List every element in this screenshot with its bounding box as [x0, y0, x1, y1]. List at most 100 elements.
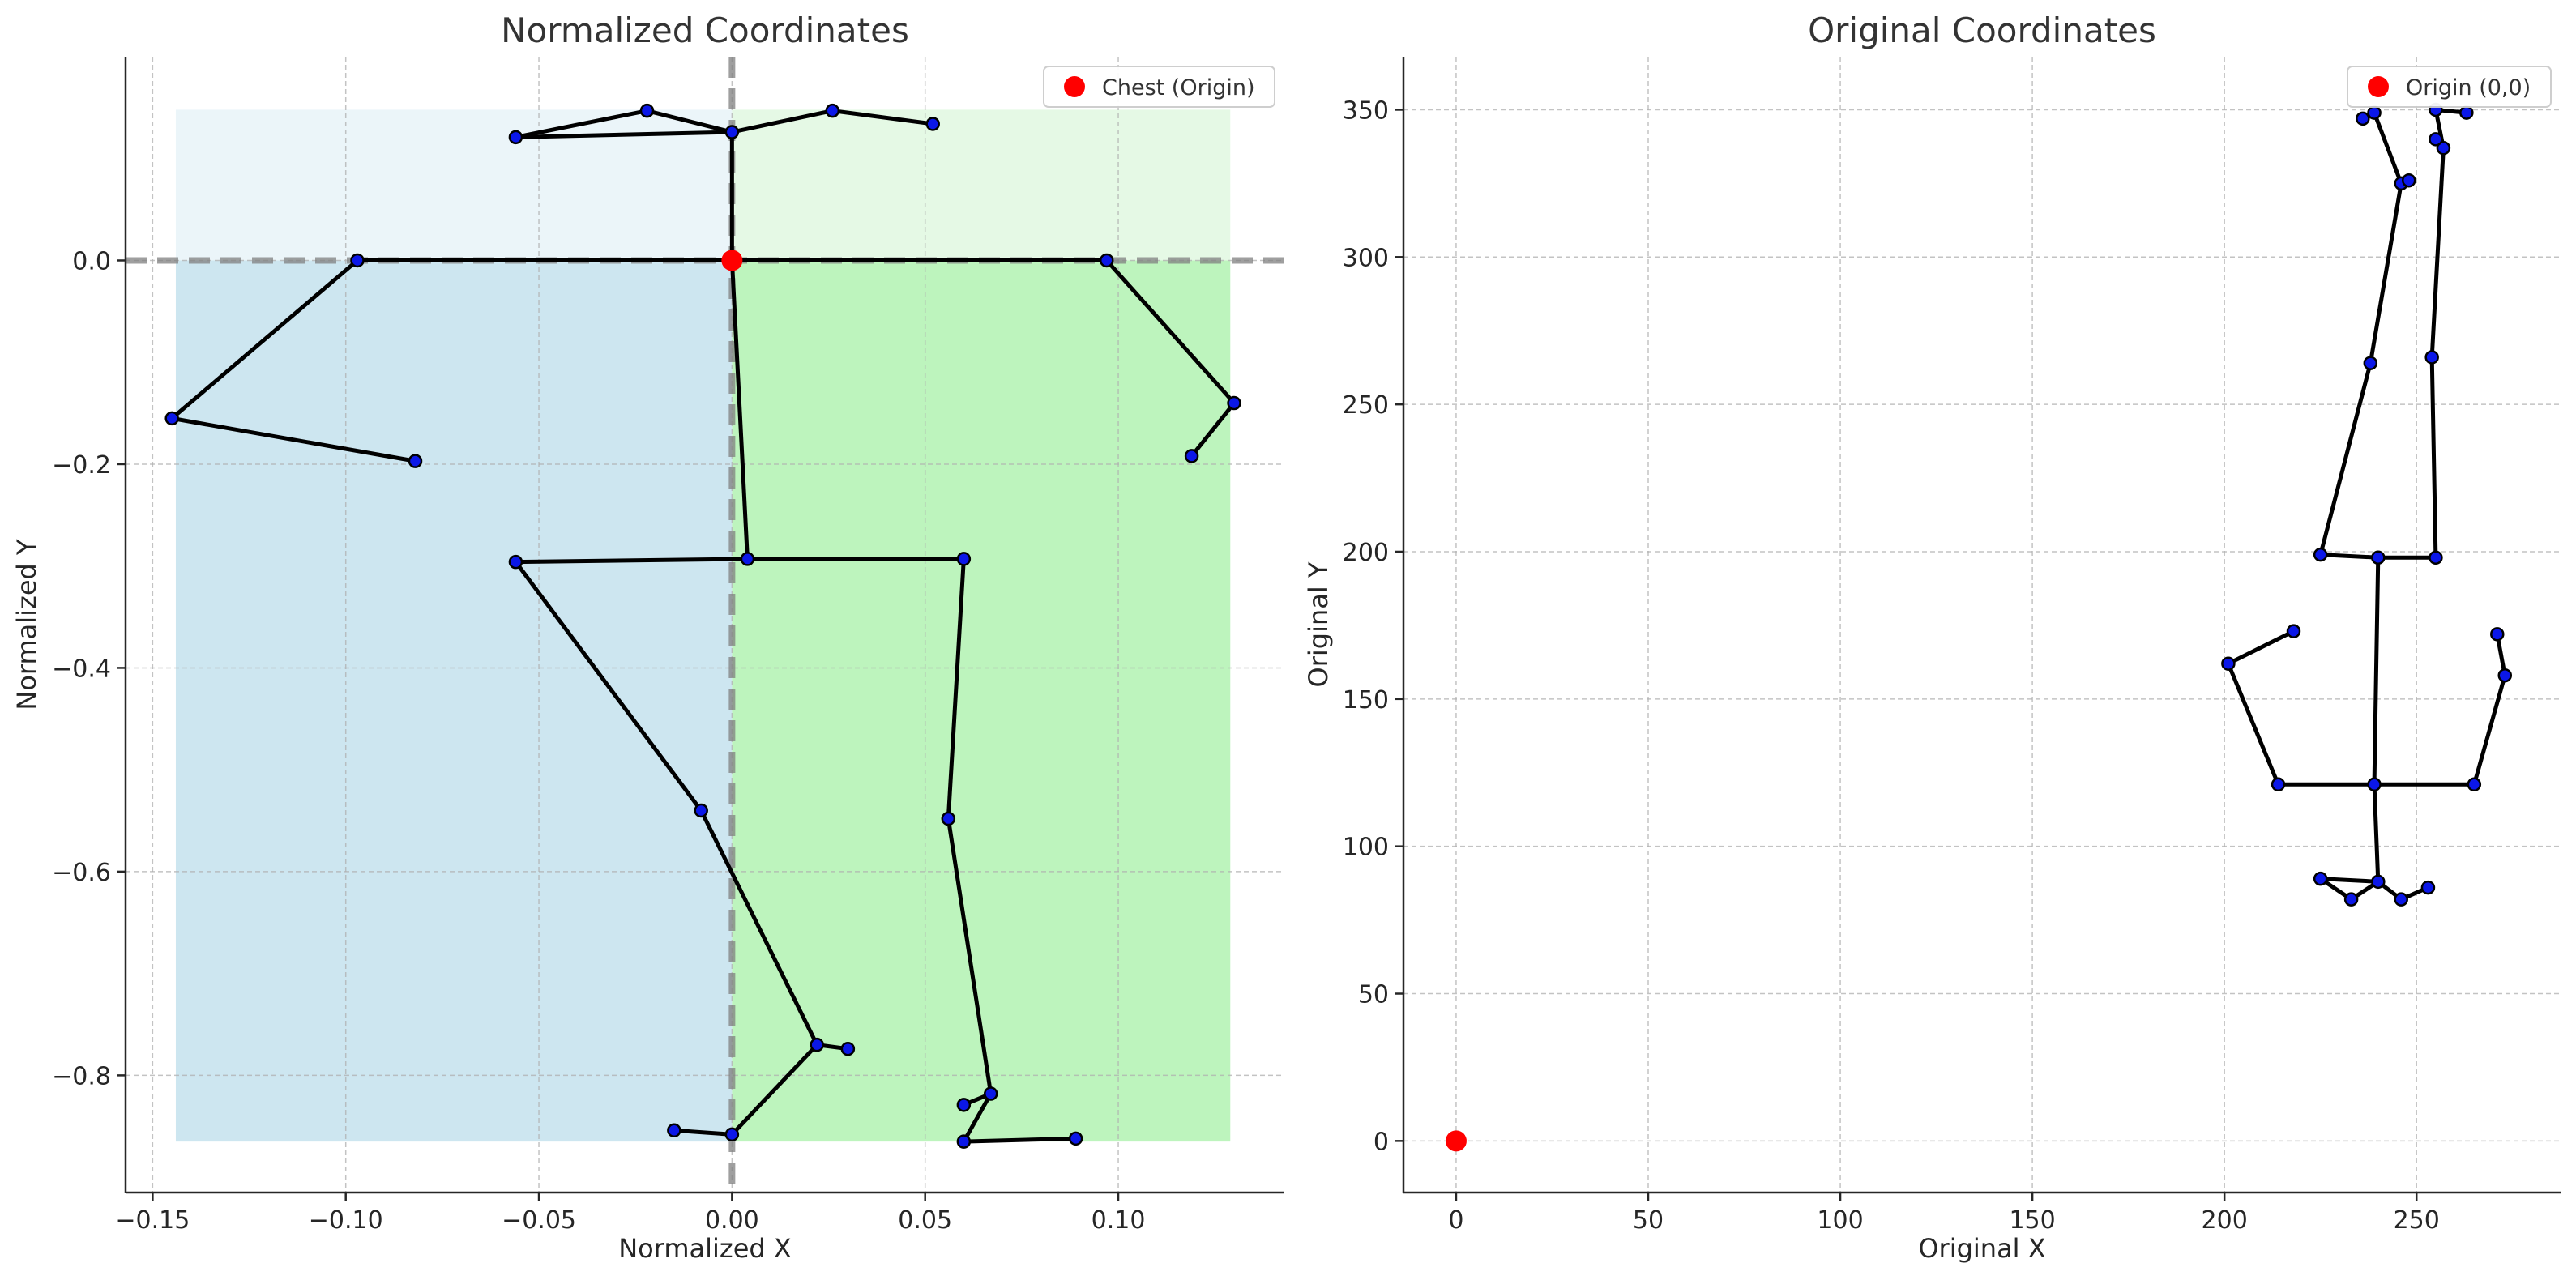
- skeleton-bone: [2318, 361, 2373, 557]
- legend: Chest (Origin): [1043, 66, 1275, 108]
- skeleton-bone: [1190, 401, 1237, 459]
- skeleton-bone: [513, 130, 734, 139]
- legend-frame: [1043, 66, 1275, 108]
- joint-point: [667, 1123, 681, 1138]
- shaded-region: [732, 260, 1231, 1142]
- joint-point: [2436, 140, 2451, 156]
- joint-point: [941, 811, 956, 826]
- chart-title: Normalized Coordinates: [501, 11, 909, 50]
- y-tick-label: −0.8: [52, 1062, 111, 1090]
- y-axis-label: Original Y: [1303, 561, 1334, 687]
- skeleton-bone: [729, 258, 750, 561]
- plot-area: −0.15 −0.10 −0.05 0.00 0.05 0.10 −0.8 −0.6 −0.4 −…: [52, 57, 1284, 1235]
- joint-point: [2367, 777, 2382, 792]
- skeleton: [1445, 102, 2513, 1152]
- joint-point: [2367, 105, 2382, 120]
- joint-point: [350, 253, 365, 268]
- joint-point: [810, 1037, 824, 1052]
- x-tick-label: −0.05: [502, 1206, 576, 1235]
- joint-point: [2343, 892, 2359, 907]
- joint-point: [724, 125, 740, 139]
- legend-label: Origin (0,0): [2406, 75, 2531, 100]
- x-tick-label: 0.00: [705, 1206, 759, 1235]
- y-axis-label: Normalized Y: [11, 539, 42, 710]
- legend-marker-origin: [2368, 76, 2389, 97]
- joint-point: [2497, 668, 2513, 683]
- joint-point: [825, 103, 840, 118]
- joint-point: [956, 552, 972, 566]
- joint-point: [956, 1134, 972, 1149]
- legend-label: Chest (Origin): [1102, 75, 1255, 100]
- joint-point: [1099, 253, 1114, 268]
- skeleton-bone: [961, 1136, 1079, 1144]
- x-tick-label: 50: [1633, 1206, 1664, 1235]
- joint-point: [2467, 777, 2482, 792]
- joint-point: [925, 117, 940, 131]
- joint-point: [2371, 550, 2386, 565]
- x-tick-label: 250: [2394, 1206, 2440, 1235]
- y-tick-label: 0.0: [72, 247, 111, 275]
- y-tick-label: 350: [1343, 96, 1389, 125]
- skeleton-bone: [2318, 553, 2381, 560]
- y-tick-label: −0.2: [52, 451, 111, 480]
- skeleton-bone: [2429, 146, 2446, 360]
- skeleton-bone: [2471, 673, 2507, 787]
- right-panel-original: 0 50 100 150 200 250 0 50 100 150 200 250 300 350 Ori…: [1303, 11, 2561, 1264]
- skeleton: [164, 103, 1241, 1149]
- joint-point: [2313, 871, 2328, 886]
- skeleton-bone: [513, 557, 750, 565]
- joint-point: [408, 454, 423, 468]
- plot-area: 0 50 100 150 200 250 0 50 100 150 200 250 300 350: [1343, 57, 2561, 1235]
- joint-point: [639, 103, 655, 118]
- x-tick-label: 0.05: [898, 1206, 952, 1235]
- x-tick-label: 100: [1817, 1206, 1863, 1235]
- left-panel-normalized: −0.15 −0.10 −0.05 0.00 0.05 0.10 −0.8 −0.6 −0.4 −…: [11, 11, 1284, 1264]
- legend: Origin (0,0): [2347, 66, 2552, 108]
- x-tick-label: 0.10: [1091, 1206, 1146, 1235]
- y-tick-label: 250: [1343, 391, 1389, 420]
- skeleton-bone: [1104, 258, 1237, 406]
- joint-point: [2394, 892, 2408, 907]
- joint-point: [164, 411, 179, 426]
- joint-point: [2313, 547, 2328, 562]
- joint-point: [2429, 550, 2443, 565]
- x-axis-label: Normalized X: [618, 1233, 792, 1264]
- skeleton-bone: [830, 109, 935, 126]
- shaded-region: [732, 109, 1231, 261]
- joint-point: [508, 130, 523, 145]
- joint-point: [2356, 111, 2370, 126]
- origin-point: [1445, 1130, 1467, 1152]
- x-tick-label: 150: [2009, 1206, 2055, 1235]
- skeleton-bone: [946, 557, 966, 821]
- joint-point: [2424, 350, 2439, 365]
- joint-point: [2286, 624, 2301, 638]
- skeleton-bone: [961, 1091, 993, 1144]
- joint-point: [724, 1127, 740, 1142]
- joint-point: [956, 1098, 972, 1112]
- origin-point: [721, 250, 743, 271]
- x-tick-label: −0.15: [115, 1206, 190, 1235]
- chart-title: Original Coordinates: [1808, 11, 2156, 50]
- y-tick-label: 50: [1358, 981, 1389, 1009]
- x-tick-label: −0.10: [309, 1206, 383, 1235]
- y-tick-label: 100: [1343, 834, 1389, 862]
- y-tick-label: −0.6: [52, 859, 111, 887]
- skeleton-bone: [513, 560, 703, 813]
- skeleton-bone: [2372, 782, 2381, 884]
- skeleton-bone: [2226, 629, 2296, 666]
- x-tick-label: 200: [2202, 1206, 2248, 1235]
- joint-point: [1227, 395, 1241, 411]
- joint-point: [2271, 777, 2286, 792]
- skeleton-bone: [2226, 661, 2281, 787]
- y-tick-label: 200: [1343, 539, 1389, 567]
- skeleton-bone: [698, 808, 819, 1047]
- joint-point: [2420, 880, 2436, 895]
- joint-point: [2363, 356, 2378, 370]
- joint-point: [2221, 656, 2236, 671]
- skeleton-bone: [2372, 110, 2403, 186]
- joint-point: [2401, 173, 2416, 188]
- y-tick-label: 300: [1343, 244, 1389, 272]
- joint-point: [1068, 1131, 1083, 1146]
- joint-point: [2371, 874, 2386, 890]
- legend-frame: [2347, 66, 2552, 108]
